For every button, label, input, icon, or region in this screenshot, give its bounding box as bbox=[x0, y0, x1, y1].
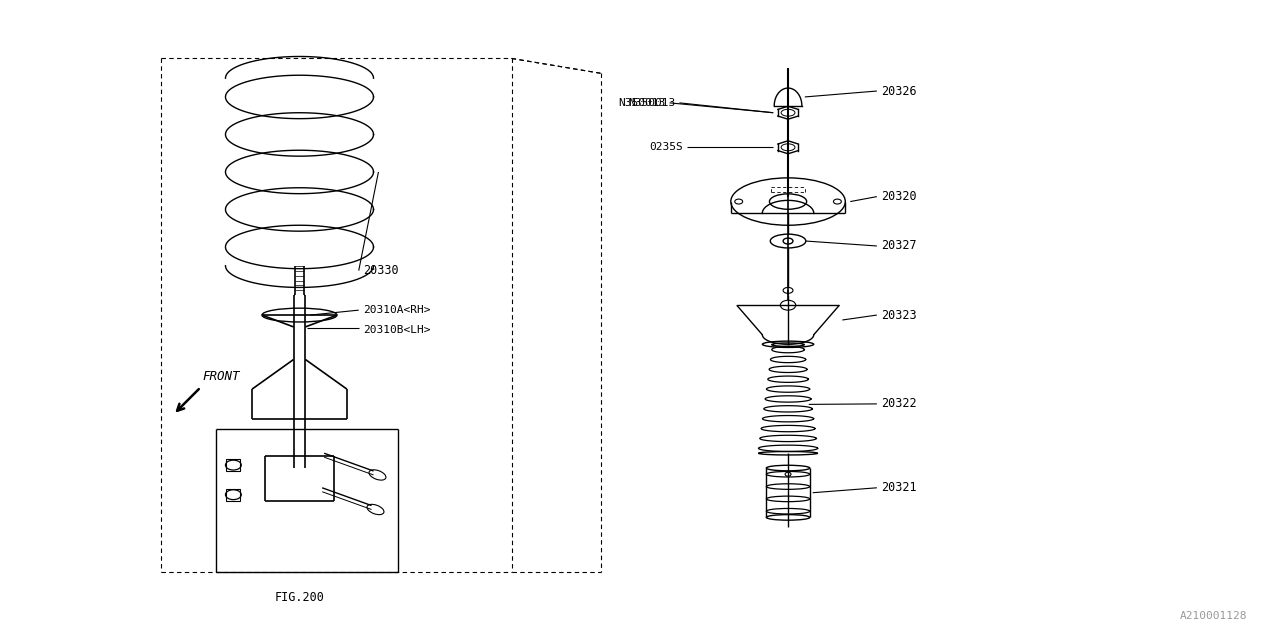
Text: 20326: 20326 bbox=[881, 84, 916, 97]
Text: 20327: 20327 bbox=[881, 239, 916, 252]
Text: FRONT: FRONT bbox=[202, 370, 241, 383]
Text: 0235S: 0235S bbox=[650, 142, 684, 152]
Bar bbox=[227, 489, 241, 500]
Bar bbox=[227, 459, 241, 471]
Text: 20322: 20322 bbox=[881, 397, 916, 410]
Text: 20323: 20323 bbox=[881, 308, 916, 321]
Text: 20310A<RH>: 20310A<RH> bbox=[362, 305, 430, 315]
Text: N350013: N350013 bbox=[618, 98, 666, 108]
Text: 20310B<LH>: 20310B<LH> bbox=[362, 325, 430, 335]
Text: FIG.200: FIG.200 bbox=[274, 591, 324, 604]
Text: 20320: 20320 bbox=[881, 190, 916, 203]
Text: 20321: 20321 bbox=[881, 481, 916, 494]
Text: A210001128: A210001128 bbox=[1179, 611, 1247, 621]
Text: 20330: 20330 bbox=[362, 264, 398, 277]
Text: N350013: N350013 bbox=[628, 98, 676, 108]
